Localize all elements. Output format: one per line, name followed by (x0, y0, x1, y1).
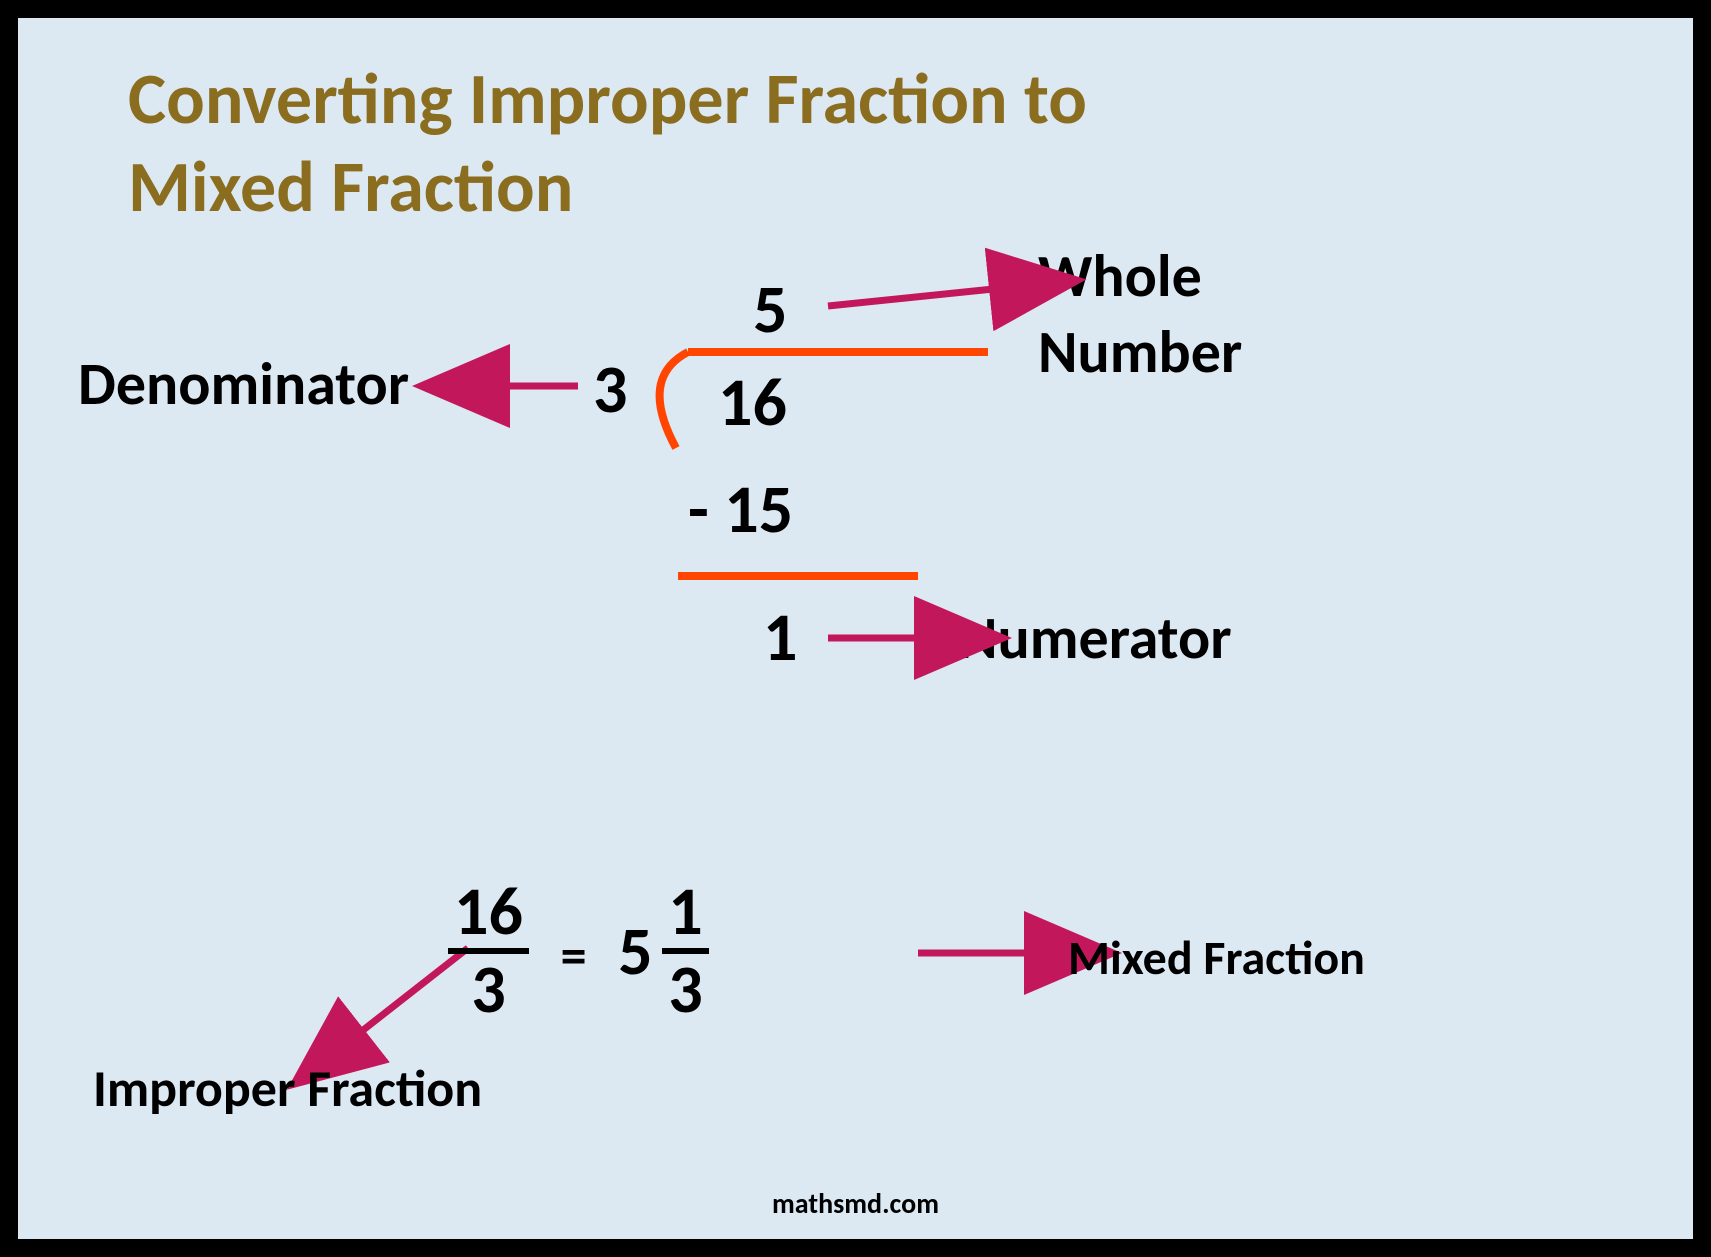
improper-numerator: 16 (448, 878, 529, 948)
mixed-fraction-part: 1 3 (662, 878, 708, 1024)
improper-denominator: 3 (465, 954, 511, 1024)
mixed-denominator: 3 (662, 954, 708, 1024)
diagram-frame: Converting Improper Fraction to Mixed Fr… (18, 18, 1693, 1239)
footer-credit: mathsmd.com (18, 1186, 1693, 1221)
mixed-fraction-label: Mixed Fraction (1068, 928, 1365, 987)
improper-fraction-label: Improper Fraction (93, 1056, 482, 1120)
equals-sign: = (561, 923, 587, 987)
whole-part: 5 (618, 910, 652, 993)
mixed-numerator: 1 (662, 878, 708, 948)
improper-fraction: 16 3 (448, 878, 529, 1024)
equation-row: 16 3 = 5 1 3 (448, 878, 709, 1024)
